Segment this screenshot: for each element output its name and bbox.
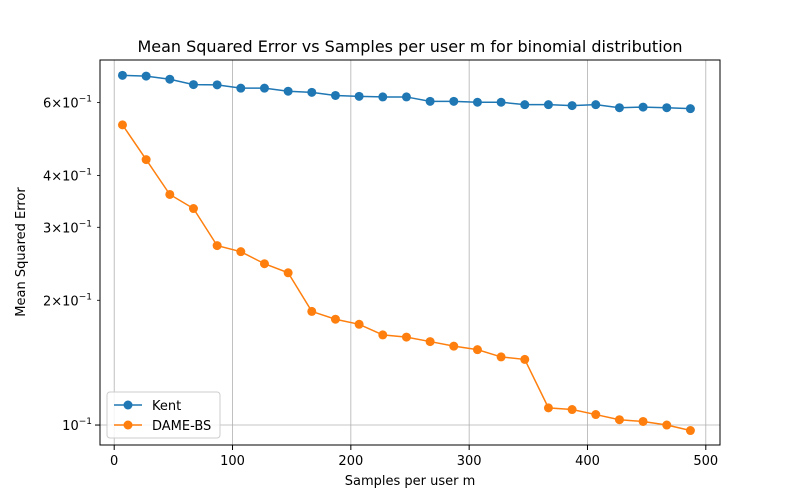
data-point-dame-bs	[520, 354, 530, 364]
data-point-dame-bs	[378, 330, 388, 340]
data-point-kent	[330, 90, 340, 100]
y-axis-label: Mean Squared Error	[14, 187, 29, 317]
data-point-kent	[188, 80, 198, 90]
data-point-dame-bs	[591, 410, 601, 420]
data-point-dame-bs	[330, 314, 340, 324]
data-point-kent	[520, 100, 530, 110]
data-point-dame-bs	[117, 120, 127, 130]
data-point-kent	[283, 86, 293, 96]
data-point-dame-bs	[188, 204, 198, 214]
legend-swatch-marker	[123, 400, 133, 410]
x-axis-label: Samples per user m	[345, 474, 476, 489]
grid-layer	[100, 60, 720, 445]
data-point-dame-bs	[283, 268, 293, 278]
series-layer	[117, 70, 695, 436]
data-point-dame-bs	[449, 341, 459, 351]
data-point-kent	[378, 92, 388, 102]
data-point-kent	[425, 96, 435, 106]
data-point-kent	[449, 96, 459, 106]
data-point-kent	[567, 101, 577, 111]
x-tick-label: 300	[457, 454, 482, 469]
y-tick-label: 6×10−1	[43, 95, 92, 112]
data-point-kent	[117, 70, 127, 80]
data-point-dame-bs	[307, 306, 317, 316]
data-point-dame-bs	[165, 189, 175, 199]
x-tick-label: 0	[110, 454, 118, 469]
y-tick-label: 4×10−1	[43, 168, 92, 185]
data-point-dame-bs	[472, 345, 482, 355]
data-point-kent	[165, 74, 175, 84]
data-point-dame-bs	[401, 332, 411, 342]
data-point-dame-bs	[496, 352, 506, 362]
data-point-kent	[638, 102, 648, 112]
data-point-kent	[236, 83, 246, 93]
data-point-dame-bs	[662, 420, 672, 430]
x-tick-label: 100	[220, 454, 245, 469]
data-point-kent	[354, 91, 364, 101]
y-tick-label: 2×10−1	[43, 292, 92, 309]
x-tick-label: 400	[575, 454, 600, 469]
data-point-kent	[141, 71, 151, 81]
data-point-kent	[307, 87, 317, 97]
data-point-dame-bs	[638, 416, 648, 426]
axis-layer: 0 100 200 300 400 500 10−1 2×10−1 3×10−1 4×10−1 6×…	[43, 95, 718, 469]
data-point-dame-bs	[614, 415, 624, 425]
x-tick-label: 500	[693, 454, 718, 469]
chart-title: Mean Squared Error vs Samples per user m…	[137, 37, 682, 56]
data-point-kent	[543, 100, 553, 110]
data-point-kent	[401, 92, 411, 102]
data-point-kent	[662, 103, 672, 113]
series-line-kent	[122, 74, 691, 110]
legend-swatch-marker	[123, 420, 133, 430]
y-tick-label: 10−1	[62, 417, 92, 434]
data-point-dame-bs	[212, 241, 222, 251]
data-point-dame-bs	[543, 403, 553, 413]
data-point-kent	[496, 97, 506, 107]
y-tick-label: 3×10−1	[43, 219, 92, 236]
data-point-dame-bs	[141, 155, 151, 165]
data-point-dame-bs	[567, 405, 577, 415]
data-point-dame-bs	[685, 426, 695, 436]
data-point-kent	[685, 104, 695, 114]
plot-frame	[99, 59, 721, 446]
data-point-kent	[212, 80, 222, 90]
data-point-dame-bs	[259, 259, 269, 269]
data-point-kent	[614, 103, 624, 113]
data-point-kent	[472, 97, 482, 107]
series-line-dame-bs	[121, 124, 691, 432]
legend: Kent DAME-BS	[106, 391, 221, 439]
data-point-dame-bs	[425, 337, 435, 347]
data-point-kent	[259, 83, 269, 93]
legend-label: DAME-BS	[152, 419, 211, 434]
legend-label: Kent	[152, 399, 181, 414]
data-point-kent	[591, 100, 601, 110]
legend-box	[106, 391, 221, 439]
x-tick-label: 200	[338, 454, 363, 469]
data-point-dame-bs	[354, 319, 364, 329]
data-point-dame-bs	[236, 247, 246, 257]
